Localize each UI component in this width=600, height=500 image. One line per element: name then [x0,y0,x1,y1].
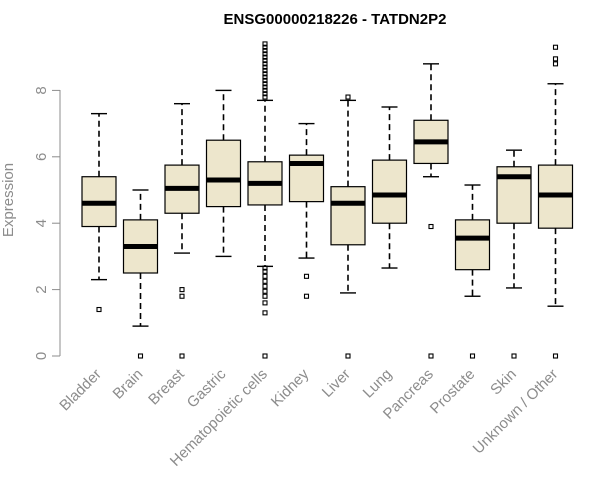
y-axis-label: Expression [0,163,17,237]
outlier-point [262,74,268,80]
outlier-point [345,94,351,100]
x-tick-label: Skin [487,366,520,399]
outlier-point [552,56,559,62]
y-tick-label: 4 [33,219,50,227]
outlier-point [179,287,185,293]
box-group [537,44,574,359]
box-group [371,106,408,269]
outlier-point [262,67,268,74]
x-tick-label: Lung [360,366,396,402]
outlier-point [428,353,434,359]
outlier-point [137,353,144,359]
x-tick-label: Kidney [268,365,313,410]
box-groups [81,41,574,359]
x-tick-label: Liver [319,366,354,401]
outlier-point [262,288,268,294]
outlier-point [262,300,268,306]
outlier-point [262,273,268,279]
outlier-point [262,353,268,359]
outlier-point [303,273,310,279]
outlier-point [262,41,268,47]
outlier-point [469,353,476,359]
chart-title: ENSG00000218226 - TATDN2P2 [224,11,447,28]
outlier-point [262,77,268,83]
outlier-point [552,44,559,50]
box-group [247,41,283,359]
box-group [413,63,449,359]
box-group [288,122,325,299]
outlier-point [262,91,268,97]
outlier-point [345,353,351,359]
outlier-point [262,64,268,70]
outlier-point [428,223,434,230]
outlier-point [262,61,268,67]
y-tick-label: 0 [33,352,50,360]
box-group [164,102,200,359]
outlier-point [262,283,268,289]
outlier-point [262,268,268,274]
iqr-box [371,159,408,224]
outlier-point [262,278,268,284]
x-tick-label: Brain [110,366,147,403]
box-group [454,184,491,359]
y-tick-label: 2 [33,285,50,293]
outlier-point [262,51,268,57]
box-group [496,149,532,359]
y-tick-label: 8 [33,86,50,94]
iqr-box [330,186,366,246]
outlier-point [262,84,268,90]
x-tick-label: Breast [145,365,188,408]
outlier-point [303,293,310,299]
box-group [330,94,366,359]
outlier-point [262,87,268,93]
outlier-point [262,94,268,100]
outlier-point [262,57,268,64]
outlier-point [262,48,268,54]
outlier-point [262,54,268,60]
outlier-point [262,265,268,271]
y-axis-ticks: 0 2 4 6 8 [33,86,60,360]
outlier-point [262,71,268,77]
iqr-box [454,219,491,271]
x-tick-label: Prostate [427,366,479,418]
outlier-point [552,61,559,67]
y-tick-label: 6 [33,153,50,161]
box-group [81,112,117,313]
outlier-point [511,353,517,359]
box-group [122,189,159,359]
outlier-point [262,310,268,316]
outlier-point [262,44,268,50]
outlier-point [262,81,268,87]
iqr-box [205,139,242,208]
x-tick-label: Bladder [56,366,105,415]
outlier-point [179,293,185,299]
outlier-point [96,306,102,313]
outlier-point [179,353,185,359]
outlier-point [552,353,559,359]
outlier-point [262,293,268,299]
box-group [205,89,242,258]
